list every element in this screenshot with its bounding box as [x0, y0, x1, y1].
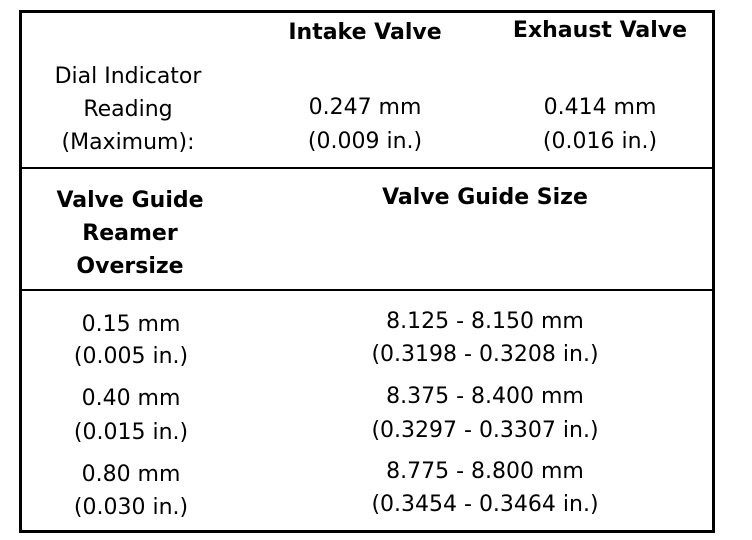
cell: 0.80 mm — [81, 462, 181, 487]
row-label: Dial Indicator — [54, 64, 202, 89]
row-divider — [19, 289, 715, 291]
cell: 0.15 mm — [81, 312, 181, 337]
row-label: (Maximum): — [61, 130, 195, 155]
cell: (0.3297 - 0.3307 in.) — [371, 418, 599, 443]
cell: 0.414 mm — [543, 95, 657, 120]
table-border — [19, 10, 715, 533]
column-header: Valve Guide Size — [382, 185, 588, 210]
column-header: Intake Valve — [288, 20, 442, 45]
cell: 0.247 mm — [308, 95, 422, 120]
cell: (0.005 in.) — [73, 344, 189, 369]
column-header: Exhaust Valve — [512, 18, 688, 43]
cell: (0.3198 - 0.3208 in.) — [371, 342, 599, 367]
cell: (0.3454 - 0.3464 in.) — [371, 492, 599, 517]
cell: (0.009 in.) — [307, 129, 423, 154]
cell: (0.030 in.) — [73, 495, 189, 520]
cell: (0.016 in.) — [542, 129, 658, 154]
row-label: Reading — [83, 97, 173, 122]
cell: 0.40 mm — [81, 386, 181, 411]
column-header: Reamer — [82, 221, 178, 246]
column-header: Valve Guide — [56, 188, 204, 213]
row-divider — [19, 167, 715, 169]
cell: 8.125 - 8.150 mm — [386, 309, 584, 334]
column-header: Oversize — [76, 254, 184, 279]
cell: (0.015 in.) — [73, 420, 189, 445]
cell: 8.775 - 8.800 mm — [386, 459, 584, 484]
cell: 8.375 - 8.400 mm — [386, 384, 584, 409]
